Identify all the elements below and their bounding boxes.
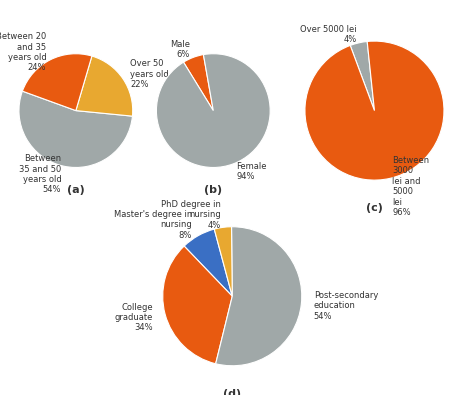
Wedge shape bbox=[76, 56, 133, 116]
Text: (b): (b) bbox=[204, 185, 222, 195]
Wedge shape bbox=[183, 55, 213, 111]
Text: (c): (c) bbox=[366, 203, 383, 213]
Wedge shape bbox=[19, 91, 132, 167]
Text: (a): (a) bbox=[67, 185, 85, 195]
Text: College
graduate
34%: College graduate 34% bbox=[115, 303, 153, 332]
Wedge shape bbox=[305, 41, 444, 180]
Text: Over 5000 lei
4%: Over 5000 lei 4% bbox=[300, 25, 356, 45]
Wedge shape bbox=[350, 41, 374, 111]
Text: Between
3000
lei and
5000
lei
96%: Between 3000 lei and 5000 lei 96% bbox=[392, 156, 429, 217]
Text: Over 50
years old
22%: Over 50 years old 22% bbox=[130, 59, 169, 89]
Wedge shape bbox=[214, 227, 232, 296]
Text: Master's degree in
nursing
8%: Master's degree in nursing 8% bbox=[114, 210, 192, 240]
Text: Between
35 and 50
years old
54%: Between 35 and 50 years old 54% bbox=[19, 154, 61, 194]
Wedge shape bbox=[163, 246, 232, 364]
Text: Male
6%: Male 6% bbox=[170, 40, 190, 59]
Text: Between 20
and 35
years old
24%: Between 20 and 35 years old 24% bbox=[0, 32, 46, 72]
Text: Post-secondary
education
54%: Post-secondary education 54% bbox=[314, 291, 378, 321]
Wedge shape bbox=[184, 229, 232, 296]
Wedge shape bbox=[156, 54, 270, 167]
Text: (d): (d) bbox=[223, 389, 241, 395]
Text: Female
94%: Female 94% bbox=[237, 162, 267, 181]
Text: PhD degree in
nursing
4%: PhD degree in nursing 4% bbox=[161, 200, 221, 230]
Wedge shape bbox=[22, 54, 92, 111]
Wedge shape bbox=[216, 227, 302, 366]
